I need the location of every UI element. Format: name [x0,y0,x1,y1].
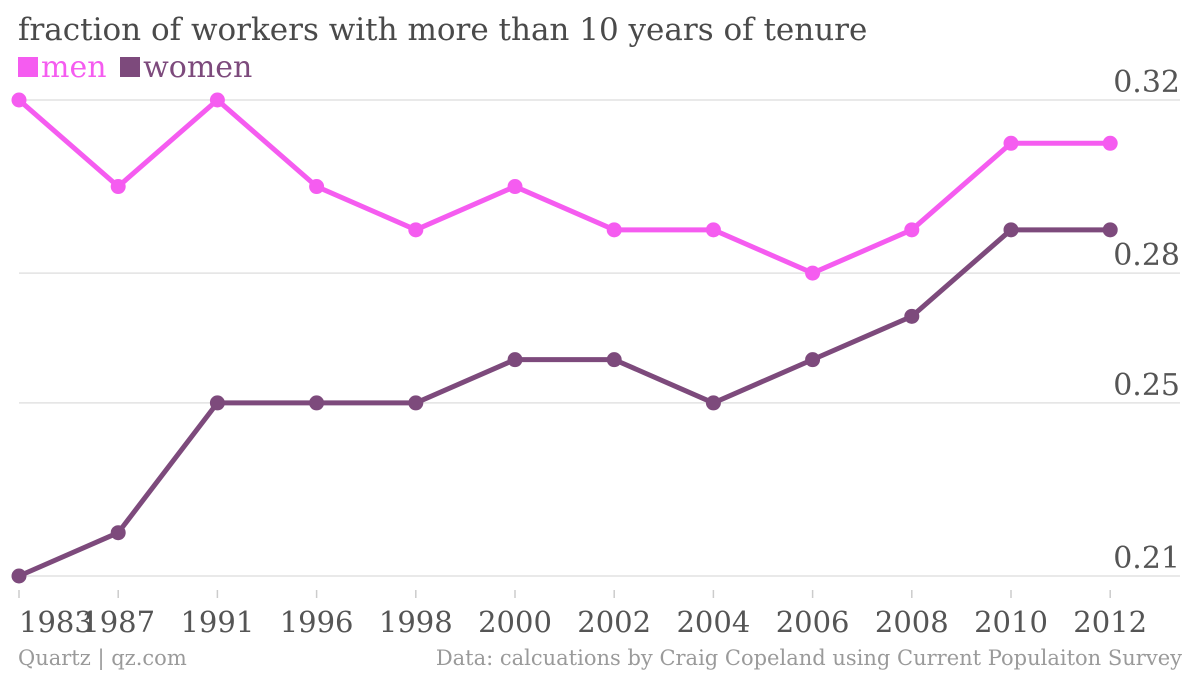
x-tick-label: 1987 [81,605,155,639]
point-women-1996 [309,395,325,411]
x-tick-label: 1983 [19,605,93,639]
x-tick-label: 1998 [379,605,453,639]
footer-source-right: Data: calcuations by Craig Copeland usin… [435,646,1182,670]
x-tick-label: 1996 [280,605,354,639]
point-men-1991 [209,92,225,108]
legend-label-men: men [41,50,107,85]
point-women-2012 [1102,222,1118,238]
y-tick-label: 0.32 [1113,65,1180,100]
point-men-2004 [705,222,721,238]
point-men-2006 [805,265,821,281]
point-women-1991 [209,395,225,411]
x-tick-label: 2002 [577,605,651,639]
series-points [11,92,1118,584]
point-women-1983 [11,568,27,584]
point-men-1998 [408,222,424,238]
point-men-2012 [1102,135,1118,151]
series-lines [16,97,1113,579]
point-women-2000 [507,352,523,368]
x-tick-label: 2000 [478,605,552,639]
point-men-1983 [11,92,27,108]
point-men-1987 [110,179,126,195]
y-tick-label: 0.21 [1113,541,1180,576]
y-tick-label: 0.28 [1113,238,1180,273]
point-women-2008 [904,308,920,324]
y-tick-label: 0.25 [1113,368,1180,403]
point-women-1998 [408,395,424,411]
y-axis-labels: 0.21 0.25 0.28 0.32 [1113,65,1180,576]
legend-item-men: men [18,50,107,85]
legend: men women [18,50,256,85]
chart-title: fraction of workers with more than 10 ye… [18,12,868,48]
legend-item-women: women [120,50,252,85]
point-men-2002 [606,222,622,238]
point-women-2006 [805,352,821,368]
point-men-2010 [1003,135,1019,151]
x-tick-label: 1991 [180,605,254,639]
legend-swatch-men [18,57,38,77]
point-men-2008 [904,222,920,238]
series-line-men [16,97,1113,276]
point-women-2010 [1003,222,1019,238]
point-women-2004 [705,395,721,411]
series-line-women [16,227,1113,579]
point-women-1987 [110,525,126,541]
point-women-2002 [606,352,622,368]
x-tick-label: 2008 [875,605,949,639]
point-men-1996 [309,179,325,195]
grid-lines [19,99,1180,577]
x-tick-label: 2010 [974,605,1048,639]
x-tick-label: 2004 [676,605,750,639]
x-tick-label: 2006 [776,605,850,639]
legend-swatch-women [120,57,141,77]
footer-source-left: Quartz | qz.com [18,646,187,670]
x-tick-label: 2012 [1073,605,1147,639]
point-men-2000 [507,179,523,195]
legend-label-women: women [143,50,253,85]
